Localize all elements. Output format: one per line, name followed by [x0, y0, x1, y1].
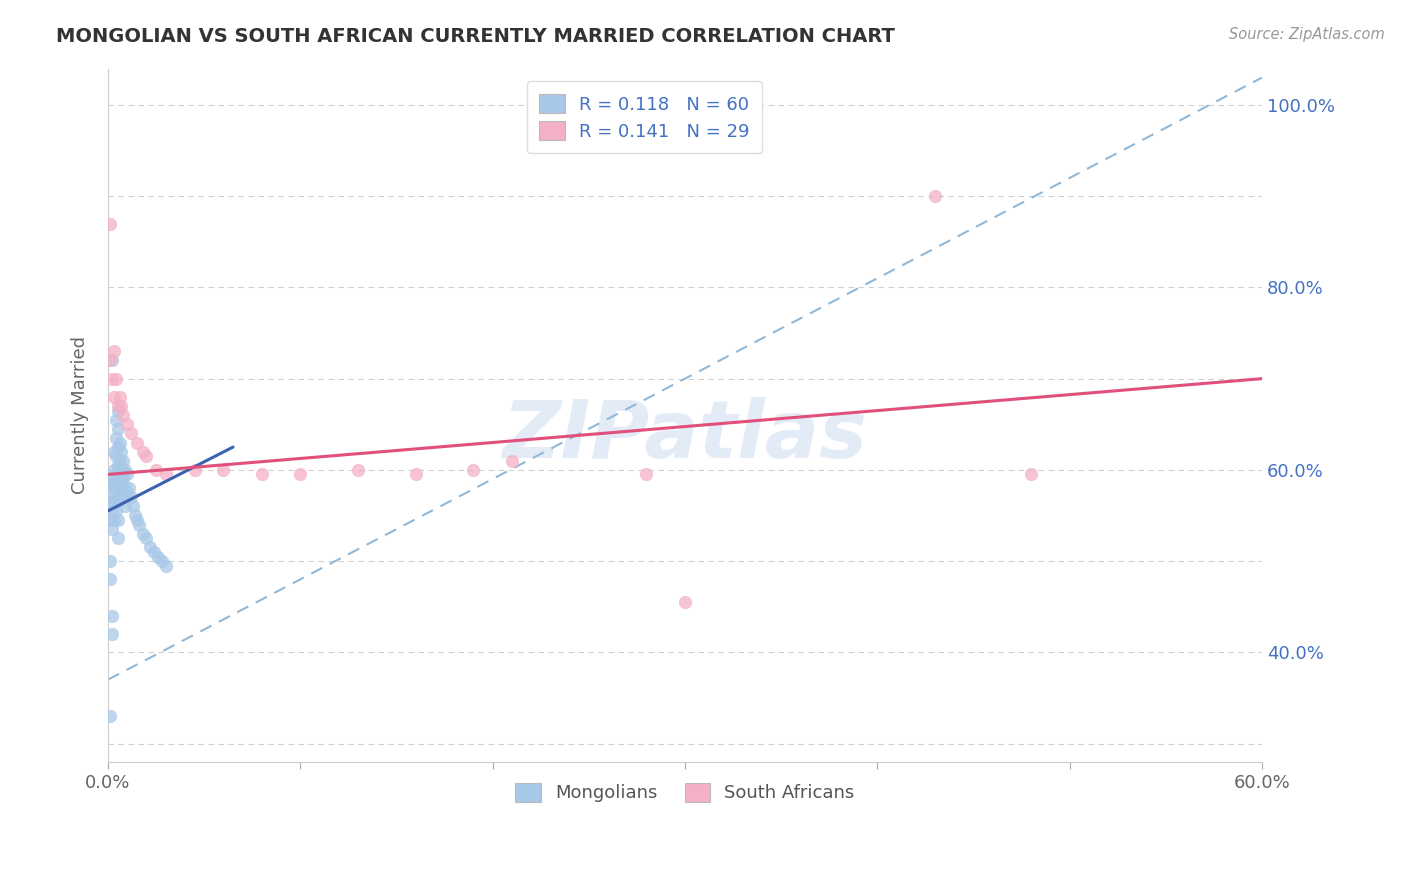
Point — [104, 413, 127, 427]
Point — [146, 549, 169, 564]
Point — [112, 490, 135, 504]
Point — [183, 463, 205, 477]
Point — [125, 513, 148, 527]
Point — [108, 490, 131, 504]
Point — [98, 495, 121, 509]
Point — [108, 454, 131, 468]
Point — [104, 372, 127, 386]
Point — [107, 422, 129, 436]
Point — [155, 467, 177, 482]
Point — [103, 463, 125, 477]
Point — [101, 627, 124, 641]
Point — [98, 513, 121, 527]
Point — [124, 508, 146, 523]
Point — [112, 408, 135, 422]
Point — [636, 467, 658, 482]
Point — [250, 467, 273, 482]
Point — [120, 490, 142, 504]
Point — [673, 595, 696, 609]
Point — [101, 353, 124, 368]
Point — [125, 435, 148, 450]
Point — [108, 435, 131, 450]
Point — [114, 463, 136, 477]
Point — [98, 572, 121, 586]
Point — [103, 476, 125, 491]
Point — [110, 463, 132, 477]
Y-axis label: Currently Married: Currently Married — [72, 336, 89, 494]
Point — [112, 472, 135, 486]
Legend: Mongolians, South Africans: Mongolians, South Africans — [503, 770, 868, 815]
Point — [128, 517, 150, 532]
Point — [107, 513, 129, 527]
Point — [150, 554, 173, 568]
Point — [104, 504, 127, 518]
Point — [135, 449, 157, 463]
Point — [101, 504, 124, 518]
Point — [347, 463, 370, 477]
Point — [115, 417, 138, 432]
Point — [290, 467, 312, 482]
Point — [108, 390, 131, 404]
Point — [115, 467, 138, 482]
Point — [103, 513, 125, 527]
Text: MONGOLIAN VS SOUTH AFRICAN CURRENTLY MARRIED CORRELATION CHART: MONGOLIAN VS SOUTH AFRICAN CURRENTLY MAR… — [56, 27, 896, 45]
Point — [145, 463, 167, 477]
Point — [118, 481, 141, 495]
Point — [131, 444, 153, 458]
Point — [101, 372, 124, 386]
Point — [114, 481, 136, 495]
Point — [101, 522, 124, 536]
Point — [155, 558, 177, 573]
Point — [463, 463, 485, 477]
Point — [107, 476, 129, 491]
Point — [115, 485, 138, 500]
Point — [98, 709, 121, 723]
Point — [101, 472, 124, 486]
Point — [107, 531, 129, 545]
Point — [107, 403, 129, 417]
Point — [107, 399, 129, 413]
Point — [104, 449, 127, 463]
Point — [143, 545, 166, 559]
Point — [98, 353, 121, 368]
Point — [114, 500, 136, 514]
Point — [131, 526, 153, 541]
Point — [103, 390, 125, 404]
Point — [104, 467, 127, 482]
Point — [98, 217, 121, 231]
Point — [104, 485, 127, 500]
Point — [107, 440, 129, 454]
Point — [103, 495, 125, 509]
Point — [101, 608, 124, 623]
Point — [122, 500, 145, 514]
Point — [110, 481, 132, 495]
Point — [103, 444, 125, 458]
Point — [1019, 467, 1042, 482]
Text: Source: ZipAtlas.com: Source: ZipAtlas.com — [1229, 27, 1385, 42]
Text: ZIPatlas: ZIPatlas — [502, 397, 868, 475]
Point — [501, 454, 523, 468]
Point — [405, 467, 427, 482]
Point — [110, 399, 132, 413]
Point — [98, 476, 121, 491]
Point — [110, 444, 132, 458]
Point — [107, 495, 129, 509]
Point — [101, 485, 124, 500]
Point — [104, 431, 127, 445]
Point — [135, 531, 157, 545]
Point — [212, 463, 235, 477]
Point — [924, 189, 946, 203]
Point — [98, 554, 121, 568]
Point — [103, 344, 125, 359]
Point — [139, 541, 162, 555]
Point — [112, 454, 135, 468]
Point — [107, 458, 129, 473]
Point — [120, 426, 142, 441]
Point — [108, 472, 131, 486]
